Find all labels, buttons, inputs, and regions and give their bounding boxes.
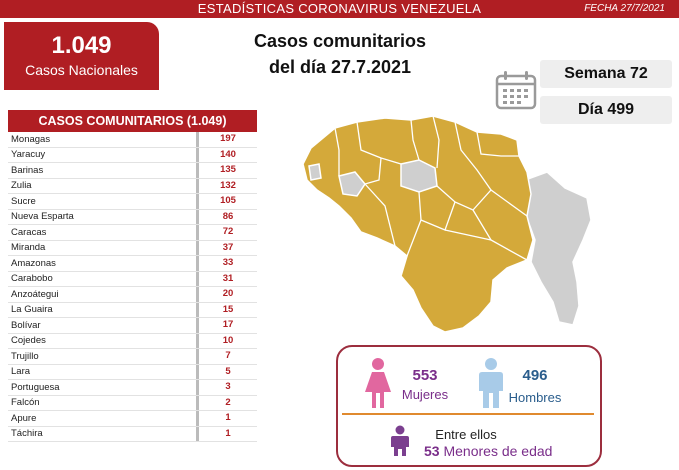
state-cases: 197 — [196, 132, 257, 147]
state-cases: 3 — [196, 380, 257, 395]
state-name: Nueva Esparta — [11, 211, 74, 223]
table-row: Caracas 72 — [8, 225, 257, 241]
state-name: Amazonas — [11, 257, 56, 269]
state-cases: 15 — [196, 302, 257, 317]
page-title: Casos comunitarios del día 27.7.2021 — [230, 28, 450, 80]
header-date: FECHA 27/7/2021 — [584, 3, 665, 14]
table-row: Carabobo 31 — [8, 271, 257, 287]
state-cases: 105 — [196, 194, 257, 209]
venezuela-map — [302, 115, 592, 333]
state-cases: 5 — [196, 364, 257, 379]
state-name: Bolívar — [11, 319, 41, 331]
state-cases: 1 — [196, 426, 257, 441]
state-name: Apure — [11, 412, 37, 424]
state-name: Yaracuy — [11, 149, 46, 161]
cases-table-body: Monagas 197 Yaracuy 140 Barinas 135 Zulia 132 Su… — [8, 132, 257, 442]
state-cases: 17 — [196, 318, 257, 333]
table-row: Anzoátegui 20 — [8, 287, 257, 303]
table-row: Portuguesa 3 — [8, 380, 257, 396]
state-cases: 33 — [196, 256, 257, 271]
table-row: Amazonas 33 — [8, 256, 257, 272]
state-name: Portuguesa — [11, 381, 60, 393]
table-row: Barinas 135 — [8, 163, 257, 179]
header-bar: ESTADÍSTICAS CORONAVIRUS VENEZUELA FECHA… — [0, 0, 679, 18]
table-row: Monagas 197 — [8, 132, 257, 148]
state-name: Monagas — [11, 133, 51, 145]
state-cases: 132 — [196, 178, 257, 193]
day-label: Día 499 — [540, 96, 672, 124]
men-label: Hombres — [508, 390, 562, 405]
state-name: Trujillo — [11, 350, 39, 362]
state-name: Carabobo — [11, 273, 53, 285]
national-cases-box: 1.049 Casos Nacionales — [4, 22, 159, 90]
table-row: Lara 5 — [8, 364, 257, 380]
calendar-icon — [495, 71, 537, 110]
cases-table: CASOS COMUNITARIOS (1.049) Monagas 197 Yar… — [8, 110, 257, 442]
table-row: Bolívar 17 — [8, 318, 257, 334]
table-row: Sucre 105 — [8, 194, 257, 210]
state-name: Sucre — [11, 195, 36, 207]
child-icon — [391, 425, 409, 456]
table-row: Miranda 37 — [8, 240, 257, 256]
state-name: Falcón — [11, 397, 40, 409]
table-row: Yaracuy 140 — [8, 147, 257, 163]
state-cases: 10 — [196, 333, 257, 348]
divider — [342, 413, 594, 415]
table-row: Nueva Esparta 86 — [8, 209, 257, 225]
state-cases: 135 — [196, 163, 257, 178]
cases-table-header: CASOS COMUNITARIOS (1.049) — [8, 110, 257, 132]
national-cases-count: 1.049 — [51, 32, 112, 59]
page-title-line1: Casos comunitarios — [253, 31, 427, 51]
minors-line: 53 Menores de edad — [424, 443, 596, 459]
state-cases: 2 — [196, 395, 257, 410]
state-cases: 20 — [196, 287, 257, 302]
page-title-line2: del día 27.7.2021 — [268, 57, 412, 77]
men-count: 496 — [522, 367, 548, 384]
table-row: Apure 1 — [8, 411, 257, 427]
state-name: Anzoátegui — [11, 288, 59, 300]
state-cases: 1 — [196, 411, 257, 426]
table-row: Táchira 1 — [8, 426, 257, 442]
state-cases: 7 — [196, 349, 257, 364]
state-cases: 31 — [196, 271, 257, 286]
state-cases: 37 — [196, 240, 257, 255]
state-cases: 72 — [196, 225, 257, 240]
state-name: La Guaira — [11, 304, 53, 316]
header-title: ESTADÍSTICAS CORONAVIRUS VENEZUELA — [197, 1, 482, 16]
man-icon — [479, 358, 503, 408]
national-cases-label: Casos Nacionales — [25, 62, 138, 78]
week-label: Semana 72 — [540, 60, 672, 88]
women-label: Mujeres — [401, 387, 449, 402]
gender-summary-box: 553 Mujeres 496 Hombres Entre ellos 53 M… — [336, 345, 602, 467]
minors-label: Menores de edad — [443, 443, 553, 459]
state-name: Cojedes — [11, 335, 46, 347]
table-row: La Guaira 15 — [8, 302, 257, 318]
table-row: Falcón 2 — [8, 395, 257, 411]
women-count: 553 — [412, 367, 438, 384]
state-name: Lara — [11, 366, 31, 378]
state-name: Barinas — [11, 164, 44, 176]
state-name: Caracas — [11, 226, 47, 238]
table-row: Trujillo 7 — [8, 349, 257, 365]
table-row: Cojedes 10 — [8, 333, 257, 349]
state-cases: 140 — [196, 147, 257, 162]
state-name: Táchira — [11, 428, 43, 440]
table-row: Zulia 132 — [8, 178, 257, 194]
state-name: Miranda — [11, 242, 46, 254]
minors-intro: Entre ellos — [435, 427, 497, 442]
minors-count: 53 — [424, 443, 440, 459]
state-name: Zulia — [11, 180, 32, 192]
woman-icon — [365, 358, 391, 408]
state-cases: 86 — [196, 209, 257, 224]
